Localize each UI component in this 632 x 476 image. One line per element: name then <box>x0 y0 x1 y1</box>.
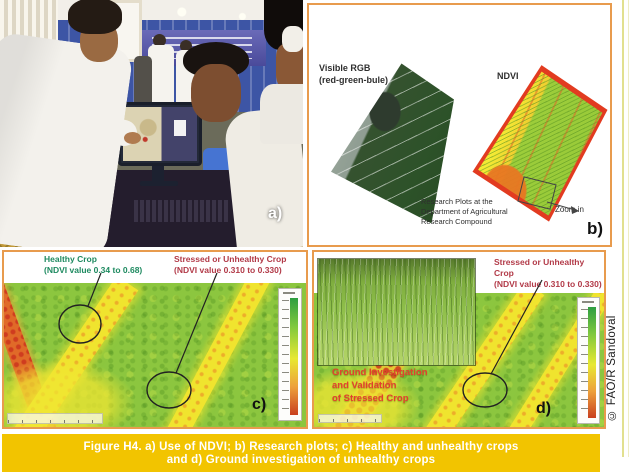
rgb-image-title: Visible RGB (red-green-bule) <box>319 63 388 86</box>
caption-line-2: and d) Ground investigation of unhealthy… <box>166 453 436 466</box>
photo-monitor-base <box>140 181 178 186</box>
panel-d-label: d) <box>536 400 552 417</box>
note-line: Department of Agricultural <box>421 207 508 217</box>
photo-background-person <box>148 45 174 107</box>
colorbar-title-mark <box>582 301 594 303</box>
panel-d-annotations <box>462 279 543 408</box>
panel-b-research-plots: Visible RGB (red-green-bule) NDVI Resear… <box>307 3 612 247</box>
ground-label-line: Ground Investigation <box>332 367 428 378</box>
ndvi-colorbar <box>577 297 600 424</box>
zoom-in-note: Zoom in <box>555 205 584 214</box>
ndvi-colorbar <box>278 288 302 421</box>
grass-field-inset-photo <box>318 259 475 365</box>
photo-laptop-keyboard <box>134 200 229 222</box>
ground-investigation-label: Ground Investigation and Validation of S… <box>332 367 428 405</box>
stressed-crop-ndvi-range-d: (NDVI value 0.310 to 0.330) <box>494 279 602 290</box>
photo-credit: © FAO/R Sandoval <box>606 315 618 421</box>
note-line: Research Compound <box>421 217 492 227</box>
colorbar-gradient <box>588 307 596 418</box>
colorbar-gradient <box>290 298 298 415</box>
photo-pointing-hand <box>124 132 141 144</box>
panel-d-ground-investigation: Stressed or Unhealthy Crop (NDVI value 0… <box>312 250 606 429</box>
stressed-crop-title-d: Stressed or Unhealthy Crop <box>494 257 585 279</box>
rgb-subtitle-line: (red-green-bule) <box>319 74 389 85</box>
photo-far-man-shoulder <box>260 84 303 144</box>
photo-man-right-face <box>191 64 241 122</box>
ndvi-field-map-c <box>4 283 306 427</box>
healthy-crop-ndvi-range: (NDVI value 0.34 to 0.68) <box>44 265 143 276</box>
ground-label-line: and Validation <box>332 379 397 391</box>
colorbar-tick-labels <box>282 300 289 414</box>
map-scale-bar <box>318 414 382 423</box>
healthy-crop-label: Healthy Crop (NDVI value 0.34 to 0.68) <box>44 254 142 276</box>
map-scale-bar <box>7 413 103 424</box>
panel-a-photo: a) <box>0 0 303 247</box>
page-edge-accent-line-2 <box>628 0 629 457</box>
stressed-crop-label: Stressed or Unhealthy Crop (NDVI value 0… <box>174 254 286 276</box>
stressed-crop-title: Stressed or Unhealthy Crop <box>174 254 287 264</box>
panel-b-label: b) <box>587 219 604 238</box>
panel-a-label: a) <box>268 205 283 222</box>
healthy-crop-title: Healthy Crop <box>44 254 97 264</box>
caption-line-1: Figure H4. a) Use of NDVI; b) Research p… <box>83 440 519 453</box>
photo-monitor-stand <box>152 166 164 182</box>
photo-far-man-cap <box>282 26 303 52</box>
colorbar-title-mark <box>283 292 295 294</box>
ndvi-image-title: NDVI <box>497 71 519 81</box>
panel-c-annotations <box>58 272 218 409</box>
panel-c-label: c) <box>252 396 267 413</box>
ground-label-line: of Stressed Crop <box>332 392 409 404</box>
research-plots-note: Research Plots at the Department of Agri… <box>421 197 521 227</box>
panel-c-ndvi-map: Healthy Crop (NDVI value 0.34 to 0.68) S… <box>2 250 308 429</box>
panel-b-annotations <box>546 201 579 214</box>
stressed-crop-ndvi-range: (NDVI value 0.310 to 0.330) <box>174 265 282 276</box>
stressed-crop-label-d: Stressed or Unhealthy Crop (NDVI value 0… <box>494 257 604 290</box>
photo-man-left-hair <box>68 0 122 34</box>
photo-background-person-head <box>153 34 166 47</box>
page-edge-accent-line <box>622 0 624 457</box>
note-line: Research Plots at the <box>421 197 493 206</box>
colorbar-tick-labels <box>581 309 588 417</box>
rgb-title-line: Visible RGB <box>319 63 371 73</box>
photo-background-person-vest <box>134 56 152 102</box>
figure-caption-bar: Figure H4. a) Use of NDVI; b) Research p… <box>2 434 600 472</box>
